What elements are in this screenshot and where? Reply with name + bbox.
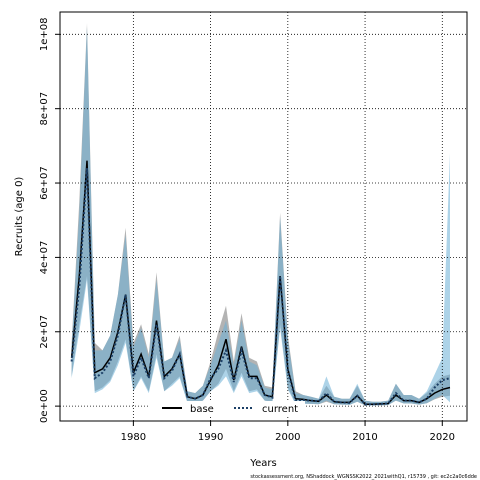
y-tick-label-1: 2e+07 [39,315,50,349]
y-axis-ticks: 0e+00 2e+07 4e+07 6e+07 8e+07 1e+08 [39,17,60,423]
current-series-line [70,168,451,406]
x-axis-title: Years [249,458,276,469]
y-tick-label-4: 8e+07 [39,92,50,126]
footnote: stockassessment.org, NShaddock_WGNSSK202… [250,474,477,480]
x-tick-label-1980: 1980 [121,432,146,443]
legend-background [150,401,305,416]
uncertainty-bands [71,23,450,406]
y-axis-title: Recruits (age 0) [14,177,25,257]
y-tick-label-0: 0e+00 [39,389,50,423]
current-confidence-band [71,26,450,406]
x-tick-label-2020: 2020 [430,432,455,443]
series-lines [70,160,451,406]
legend: base current [150,401,305,416]
grid-lines [60,12,467,421]
x-axis-ticks: 1980 1990 2000 2010 2020 [121,421,455,443]
y-tick-label-2: 4e+07 [39,241,50,275]
x-tick-label-2000: 2000 [275,432,300,443]
y-tick-label-5: 1e+08 [39,17,50,51]
y-tick-label-3: 6e+07 [39,166,50,200]
legend-current-label: current [262,404,298,415]
x-tick-label-2010: 2010 [352,432,377,443]
x-tick-label-1990: 1990 [198,432,223,443]
legend-base-label: base [190,404,214,415]
plot-frame [59,11,468,422]
